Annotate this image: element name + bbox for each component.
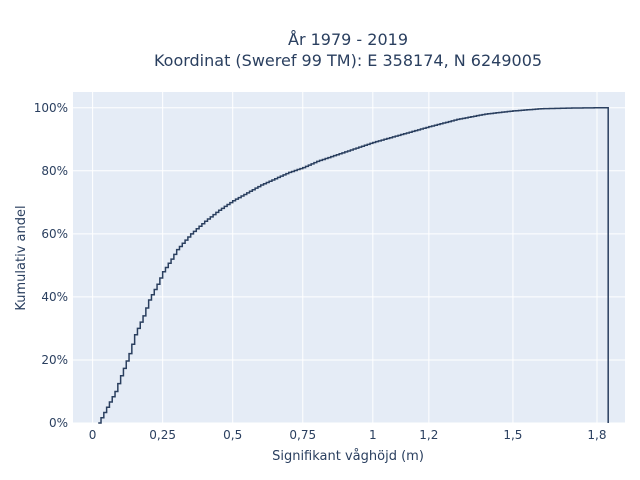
x-tick-label: 0,25 — [149, 428, 176, 442]
chart-title: År 1979 - 2019 Koordinat (Sweref 99 TM):… — [154, 30, 542, 70]
y-tick-label: 40% — [41, 290, 68, 304]
y-tick-label: 20% — [41, 353, 68, 367]
x-tick-label: 0,5 — [223, 428, 242, 442]
y-tick-label: 60% — [41, 227, 68, 241]
x-tick-label: 1,2 — [419, 428, 438, 442]
x-axis-title: Signifikant våghöjd (m) — [272, 449, 424, 464]
plot-area — [73, 92, 625, 423]
x-axis-ticks: 0 0,25 0,5 0,75 1 1,2 1,5 1,8 — [89, 428, 607, 442]
x-tick-label: 1 — [369, 428, 377, 442]
grid — [73, 92, 625, 424]
y-tick-label: 80% — [41, 164, 68, 178]
chart-title-line-2: Koordinat (Sweref 99 TM): E 358174, N 62… — [154, 51, 542, 70]
ecdf-series-line — [98, 107, 609, 424]
x-tick-label: 0,75 — [289, 428, 316, 442]
x-tick-label: 1,5 — [503, 428, 522, 442]
x-tick-label: 1,8 — [587, 428, 606, 442]
y-tick-label: 100% — [34, 101, 68, 115]
y-axis-ticks: 0% 20% 40% 60% 80% 100% — [34, 101, 68, 430]
x-tick-label: 0 — [89, 428, 97, 442]
y-tick-label: 0% — [49, 416, 68, 430]
y-axis-title: Kumulativ andel — [14, 205, 29, 310]
chart-title-line-1: År 1979 - 2019 — [288, 30, 408, 49]
